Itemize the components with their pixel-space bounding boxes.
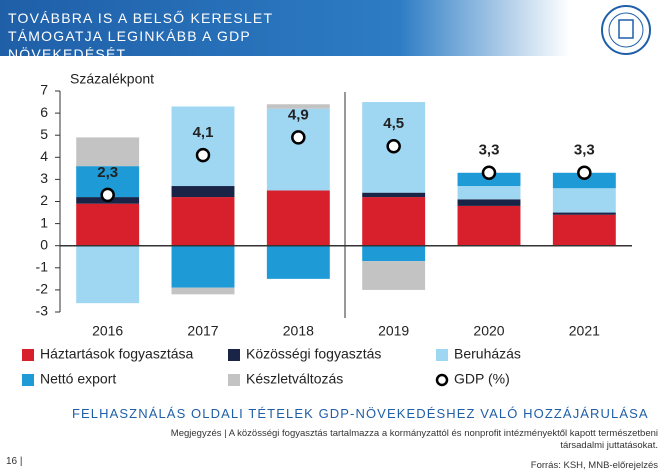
- bar-segment: [457, 205, 521, 246]
- bar-segment: [266, 245, 330, 279]
- bar-segment: [552, 212, 616, 215]
- bar-segment: [362, 197, 426, 246]
- bar-segment: [171, 197, 235, 246]
- source: Forrás: KSH, MNB-előrejelzés: [530, 460, 658, 471]
- y-tick-label: 2: [40, 192, 48, 208]
- y-tick-label: 5: [40, 126, 48, 142]
- y-axis-label: Százalékpont: [70, 71, 154, 87]
- legend-label: Készletváltozás: [246, 371, 343, 387]
- x-tick-label: 2020: [473, 323, 504, 339]
- note: Megjegyzés | A közösségi fogyasztás tart…: [170, 428, 658, 451]
- legend-swatch: [228, 374, 240, 386]
- bar-segment: [76, 203, 140, 246]
- bar-segment: [171, 186, 235, 198]
- bar-segment: [171, 287, 235, 295]
- y-tick-label: -2: [36, 281, 49, 297]
- legend-label: GDP (%): [454, 371, 510, 387]
- bar-segment: [362, 245, 426, 262]
- x-tick-label: 2017: [187, 323, 218, 339]
- gdp-marker: [481, 165, 497, 181]
- x-tick-label: 2016: [92, 323, 123, 339]
- legend-label: Beruházás: [454, 346, 521, 362]
- y-tick-label: 0: [40, 236, 48, 252]
- gdp-marker: [195, 147, 211, 163]
- y-tick-label: 7: [40, 82, 48, 98]
- legend-marker: [435, 373, 449, 387]
- bar-segment: [457, 199, 521, 206]
- header-bar: TOVÁBBRA IS A BELSŐ KERESLET TÁMOGATJA L…: [0, 0, 570, 62]
- legend-swatch: [436, 349, 448, 361]
- bar-segment: [76, 137, 140, 167]
- slide-title: TOVÁBBRA IS A BELSŐ KERESLET TÁMOGATJA L…: [8, 10, 273, 62]
- bar-segment: [76, 245, 140, 304]
- y-tick-label: 3: [40, 170, 48, 186]
- bar-segment: [266, 190, 330, 246]
- gdp-label: 2,3: [97, 164, 118, 181]
- bar-segment: [171, 106, 235, 187]
- y-tick-label: -3: [36, 303, 49, 319]
- gdp-label: 3,3: [479, 142, 500, 159]
- y-tick-label: 6: [40, 104, 48, 120]
- logo: [601, 5, 651, 55]
- x-tick-label: 2019: [378, 323, 409, 339]
- legend-label: Háztartások fogyasztása: [40, 346, 194, 362]
- gdp-marker: [386, 139, 401, 154]
- gdp-label: 3,3: [574, 142, 595, 159]
- gdp-label: 4,9: [288, 106, 309, 123]
- x-tick-label: 2021: [569, 323, 600, 339]
- bar-segment: [171, 245, 235, 288]
- y-tick-label: 4: [40, 148, 48, 164]
- y-tick-label: 1: [40, 214, 48, 230]
- gdp-marker: [100, 187, 115, 203]
- gdp-label: 4,1: [193, 124, 214, 141]
- bar-segment: [362, 192, 426, 198]
- gdp-label: 4,5: [383, 115, 404, 132]
- legend-swatch: [22, 349, 34, 361]
- bar-segment: [266, 104, 330, 109]
- legend-swatch: [228, 349, 240, 361]
- legend-label: Közösségi fogyasztás: [246, 346, 381, 362]
- gdp-marker: [291, 130, 306, 145]
- y-tick-label: -1: [36, 259, 49, 275]
- page-number: 16 |: [6, 456, 23, 467]
- gdp-marker: [577, 165, 592, 181]
- bar-segment: [552, 188, 616, 213]
- legend-label: Nettó export: [40, 371, 116, 387]
- bar-segment: [552, 172, 616, 189]
- chart-subtitle: FELHASZNÁLÁS OLDALI TÉTELEK GDP-NÖVEKEDÉ…: [72, 406, 649, 421]
- bar-segment: [457, 186, 521, 200]
- x-tick-label: 2018: [283, 323, 314, 339]
- bar-segment: [552, 214, 616, 246]
- bar-segment: [362, 261, 426, 290]
- legend-swatch: [22, 374, 34, 386]
- bar-segment: [266, 108, 330, 191]
